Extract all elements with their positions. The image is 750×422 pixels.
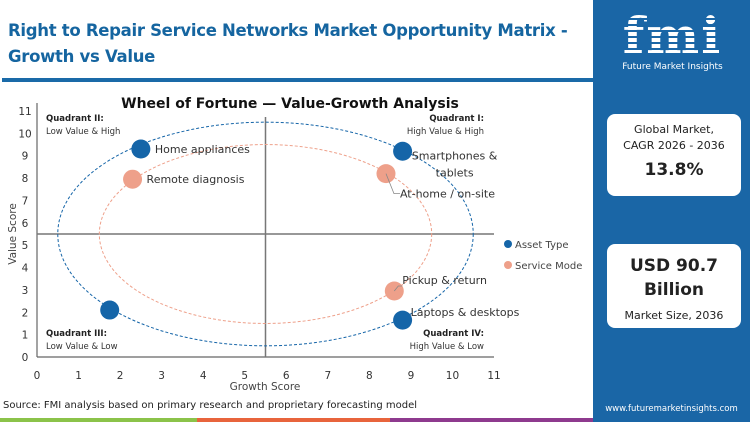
data-point bbox=[123, 169, 143, 189]
point-label: Smartphones & tablets bbox=[412, 149, 498, 179]
cagr-card: Global Market, CAGR 2026 - 2036 13.8% bbox=[607, 114, 741, 196]
series-ring bbox=[98, 144, 433, 324]
quadrant-subtitle: High Value & Low bbox=[410, 342, 484, 352]
x-tick-label: 8 bbox=[366, 370, 373, 382]
y-tick-label: 3 bbox=[22, 285, 29, 297]
cagr-label: Global Market, bbox=[634, 123, 714, 136]
website-link[interactable]: www.futuremarketinsights.com bbox=[605, 404, 738, 414]
chart-title: Wheel of Fortune — Value-Growth Analysis bbox=[121, 96, 459, 112]
point-label: Laptops & desktops bbox=[411, 306, 520, 319]
source-note: Source: FMI analysis based on primary re… bbox=[3, 400, 418, 411]
x-tick-label: 10 bbox=[446, 370, 459, 382]
x-tick-label: 11 bbox=[487, 370, 500, 382]
y-tick-label: 10 bbox=[18, 128, 31, 140]
fmi-logo: fmi Future Market Insights bbox=[615, 8, 730, 73]
cagr-value: 13.8% bbox=[644, 160, 704, 180]
x-axis-label: Growth Score bbox=[230, 381, 301, 393]
y-tick-label: 2 bbox=[22, 307, 29, 319]
title-divider bbox=[2, 78, 593, 82]
point-label: At-home / on-site bbox=[400, 188, 495, 201]
x-tick-label: 9 bbox=[408, 370, 415, 382]
opportunity-matrix-chart: Wheel of Fortune — Value-Growth Analysis… bbox=[7, 96, 582, 393]
legend-label: Service Mode bbox=[515, 261, 582, 272]
x-tick-label: 0 bbox=[34, 370, 41, 382]
data-point bbox=[393, 141, 413, 161]
cagr-period: CAGR 2026 - 2036 bbox=[623, 139, 725, 152]
market-size-card: USD 90.7 Billion Market Size, 2036 bbox=[607, 244, 741, 328]
legend-label: Asset Type bbox=[515, 240, 568, 251]
point-label: Remote diagnosis bbox=[147, 173, 245, 186]
page-title: Right to Repair Service Networks Market … bbox=[8, 21, 568, 66]
label-leader bbox=[393, 285, 403, 292]
x-tick-label: 7 bbox=[324, 370, 331, 382]
footer-bar-orange bbox=[197, 418, 390, 422]
market-size-label: Market Size, 2036 bbox=[624, 309, 724, 322]
x-tick-label: 1 bbox=[75, 370, 82, 382]
footer-bar-purple bbox=[390, 418, 593, 422]
quadrant-subtitle: Low Value & Low bbox=[46, 342, 118, 352]
x-tick-label: 2 bbox=[117, 370, 124, 382]
market-size-unit: Billion bbox=[643, 280, 705, 300]
y-tick-label: 9 bbox=[22, 151, 29, 163]
legend-marker bbox=[504, 240, 512, 248]
quadrant-title: Quadrant III: bbox=[46, 329, 107, 339]
y-tick-label: 0 bbox=[22, 352, 29, 364]
point-label: Home appliances bbox=[155, 143, 250, 156]
y-tick-label: 11 bbox=[18, 106, 31, 118]
x-tick-label: 4 bbox=[200, 370, 207, 382]
y-tick-label: 4 bbox=[22, 263, 29, 275]
x-tick-label: 5 bbox=[241, 370, 248, 382]
footer-bar-green bbox=[0, 418, 197, 422]
quadrant-title: Quadrant II: bbox=[46, 114, 104, 124]
legend-marker bbox=[504, 261, 512, 269]
quadrant-subtitle: High Value & High bbox=[407, 127, 484, 137]
y-axis-label: Value Score bbox=[7, 203, 19, 265]
y-tick-label: 5 bbox=[22, 240, 29, 252]
series-ring bbox=[57, 121, 474, 347]
point-label: Pickup & return bbox=[402, 274, 487, 287]
quadrant-title: Quadrant IV: bbox=[423, 329, 484, 339]
label-leader bbox=[385, 173, 400, 195]
x-tick-label: 6 bbox=[283, 370, 290, 382]
y-tick-label: 1 bbox=[22, 330, 29, 342]
y-tick-label: 8 bbox=[22, 173, 29, 185]
x-tick-label: 3 bbox=[158, 370, 165, 382]
summary-panel: fmi Future Market Insights Global Market… bbox=[593, 0, 750, 422]
quadrant-title: Quadrant I: bbox=[429, 114, 484, 124]
data-point bbox=[131, 139, 151, 159]
market-size-value: USD 90.7 bbox=[629, 256, 719, 276]
data-point bbox=[100, 300, 120, 320]
quadrant-subtitle: Low Value & High bbox=[46, 127, 120, 137]
data-point bbox=[393, 310, 413, 330]
y-tick-label: 7 bbox=[22, 195, 29, 207]
y-tick-label: 6 bbox=[22, 218, 29, 230]
